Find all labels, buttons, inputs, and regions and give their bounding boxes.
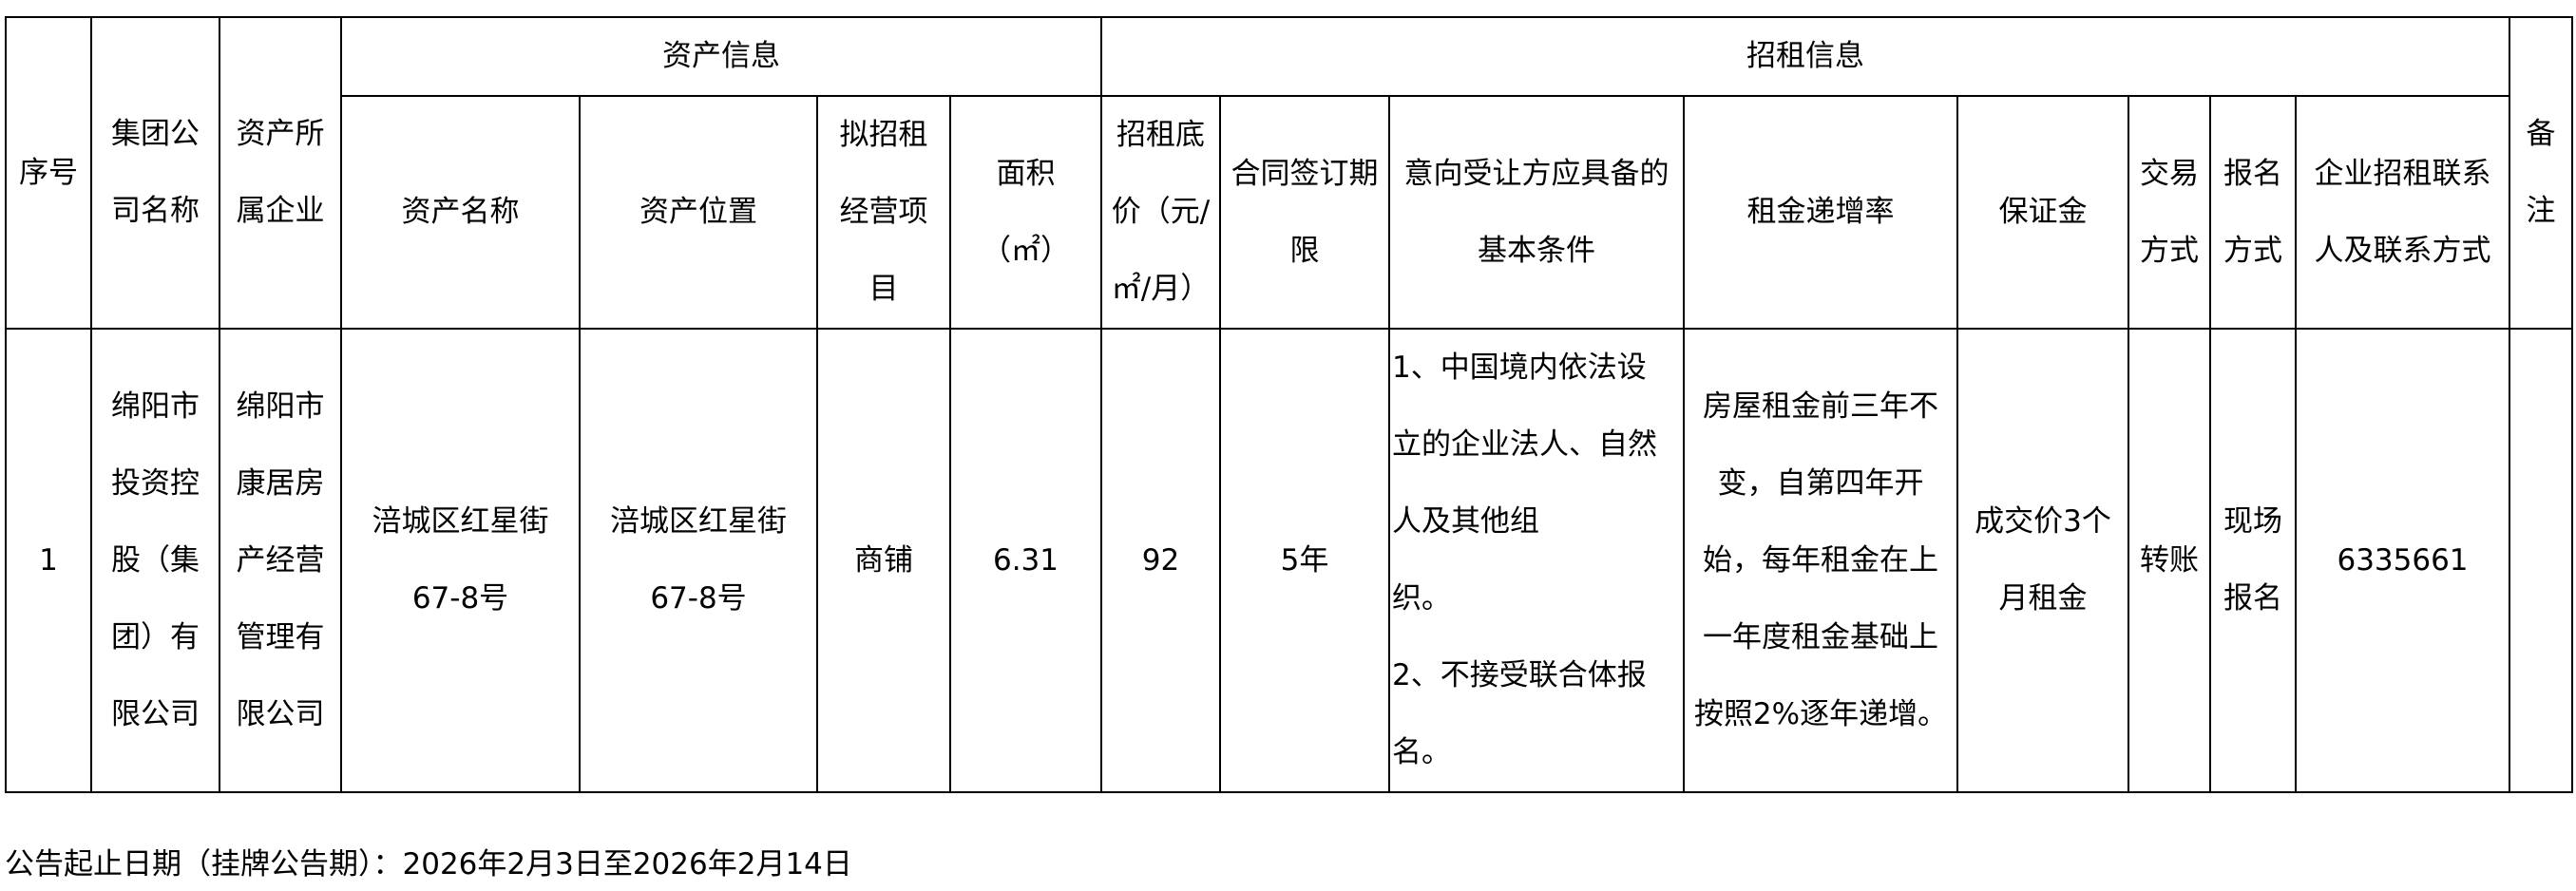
header-asset-location: 资产位置 (579, 95, 818, 330)
cell-base-price: 92 (1100, 328, 1221, 793)
cell-increase: 房屋租金前三年不 变，自第四年开 始，每年租金在上 一年度租金基础上 按照2%逐… (1683, 328, 1958, 793)
header-owner: 资产所 属企业 (219, 16, 342, 330)
cell-seq: 1 (5, 328, 92, 793)
header-deposit: 保证金 (1956, 95, 2129, 330)
header-contact: 企业招租联系 人及联系方式 (2295, 95, 2510, 330)
header-asset-info: 资产信息 (340, 16, 1102, 97)
cell-asset-location: 涪城区红星街 67-8号 (579, 328, 818, 793)
cell-business: 商铺 (816, 328, 951, 793)
cell-remark (2509, 328, 2573, 793)
header-trade: 交易 方式 (2128, 95, 2211, 330)
header-area: 面积 （㎡） (949, 95, 1102, 330)
cell-deposit: 成交价3个 月租金 (1956, 328, 2129, 793)
cell-conditions: 1、中国境内依法设 立的企业法人、自然 人及其他组 织。 2、不接受联合体报 名… (1388, 328, 1685, 793)
header-group: 集团公 司名称 (90, 16, 220, 330)
cell-signup: 现场 报名 (2209, 328, 2297, 793)
cell-owner: 绵阳市 康居房 产经营 管理有 限公司 (219, 328, 342, 793)
table-row: 1 绵阳市 投资控 股（集 团）有 限公司 绵阳市 康居房 产经营 管理有 限公… (5, 328, 2573, 793)
rental-listing-table: 序号 集团公 司名称 资产所 属企业 资产信息 招租信息 备 注 资产名称 资产… (5, 16, 2573, 793)
cell-contact: 6335661 (2295, 328, 2510, 793)
header-asset-name: 资产名称 (340, 95, 581, 330)
header-base-price: 招租底 价（元/ ㎡/月） (1100, 95, 1221, 330)
header-signup: 报名 方式 (2209, 95, 2297, 330)
header-seq: 序号 (5, 16, 92, 330)
cell-group: 绵阳市 投资控 股（集 团）有 限公司 (90, 328, 220, 793)
header-business: 拟招租 经营项 目 (816, 95, 951, 330)
announcement-period: 公告起止日期（挂牌公告期）：2026年2月3日至2026年2月14日 (5, 847, 852, 882)
cell-trade: 转账 (2128, 328, 2211, 793)
cell-area: 6.31 (949, 328, 1102, 793)
header-remark: 备 注 (2509, 16, 2573, 330)
header-rent-info: 招租信息 (1100, 16, 2510, 97)
cell-asset-name: 涪城区红星街 67-8号 (340, 328, 581, 793)
cell-term: 5年 (1219, 328, 1390, 793)
header-conditions: 意向受让方应具备的 基本条件 (1388, 95, 1685, 330)
header-increase: 租金递增率 (1683, 95, 1958, 330)
header-term: 合同签订期 限 (1219, 95, 1390, 330)
